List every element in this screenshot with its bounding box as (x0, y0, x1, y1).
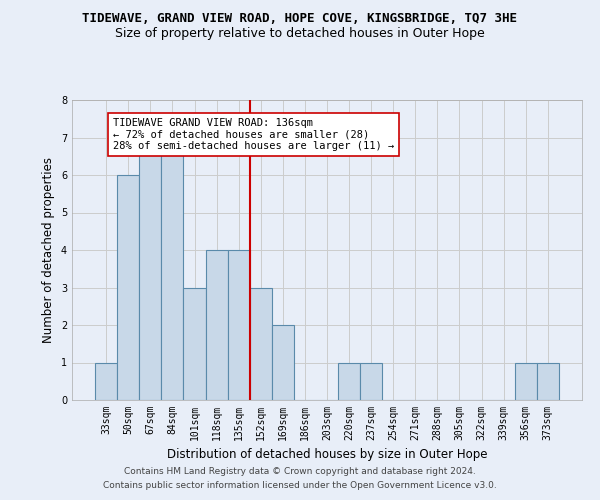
Bar (515, 362, 537, 400)
Bar (227, 250, 250, 400)
Bar (250, 288, 272, 400)
Bar (206, 250, 227, 400)
Text: TIDEWAVE, GRAND VIEW ROAD, HOPE COVE, KINGSBRIDGE, TQ7 3HE: TIDEWAVE, GRAND VIEW ROAD, HOPE COVE, KI… (83, 12, 517, 26)
X-axis label: Distribution of detached houses by size in Outer Hope: Distribution of detached houses by size … (167, 448, 487, 462)
Bar (338, 362, 360, 400)
Bar (117, 175, 139, 400)
Bar (184, 288, 206, 400)
Text: Size of property relative to detached houses in Outer Hope: Size of property relative to detached ho… (115, 28, 485, 40)
Bar (537, 362, 559, 400)
Text: Contains public sector information licensed under the Open Government Licence v3: Contains public sector information licen… (103, 481, 497, 490)
Y-axis label: Number of detached properties: Number of detached properties (43, 157, 55, 343)
Bar (161, 138, 184, 400)
Text: Contains HM Land Registry data © Crown copyright and database right 2024.: Contains HM Land Registry data © Crown c… (124, 467, 476, 476)
Bar (272, 325, 294, 400)
Bar (139, 138, 161, 400)
Bar (360, 362, 382, 400)
Text: TIDEWAVE GRAND VIEW ROAD: 136sqm
← 72% of detached houses are smaller (28)
28% o: TIDEWAVE GRAND VIEW ROAD: 136sqm ← 72% o… (113, 118, 394, 151)
Bar (95, 362, 117, 400)
